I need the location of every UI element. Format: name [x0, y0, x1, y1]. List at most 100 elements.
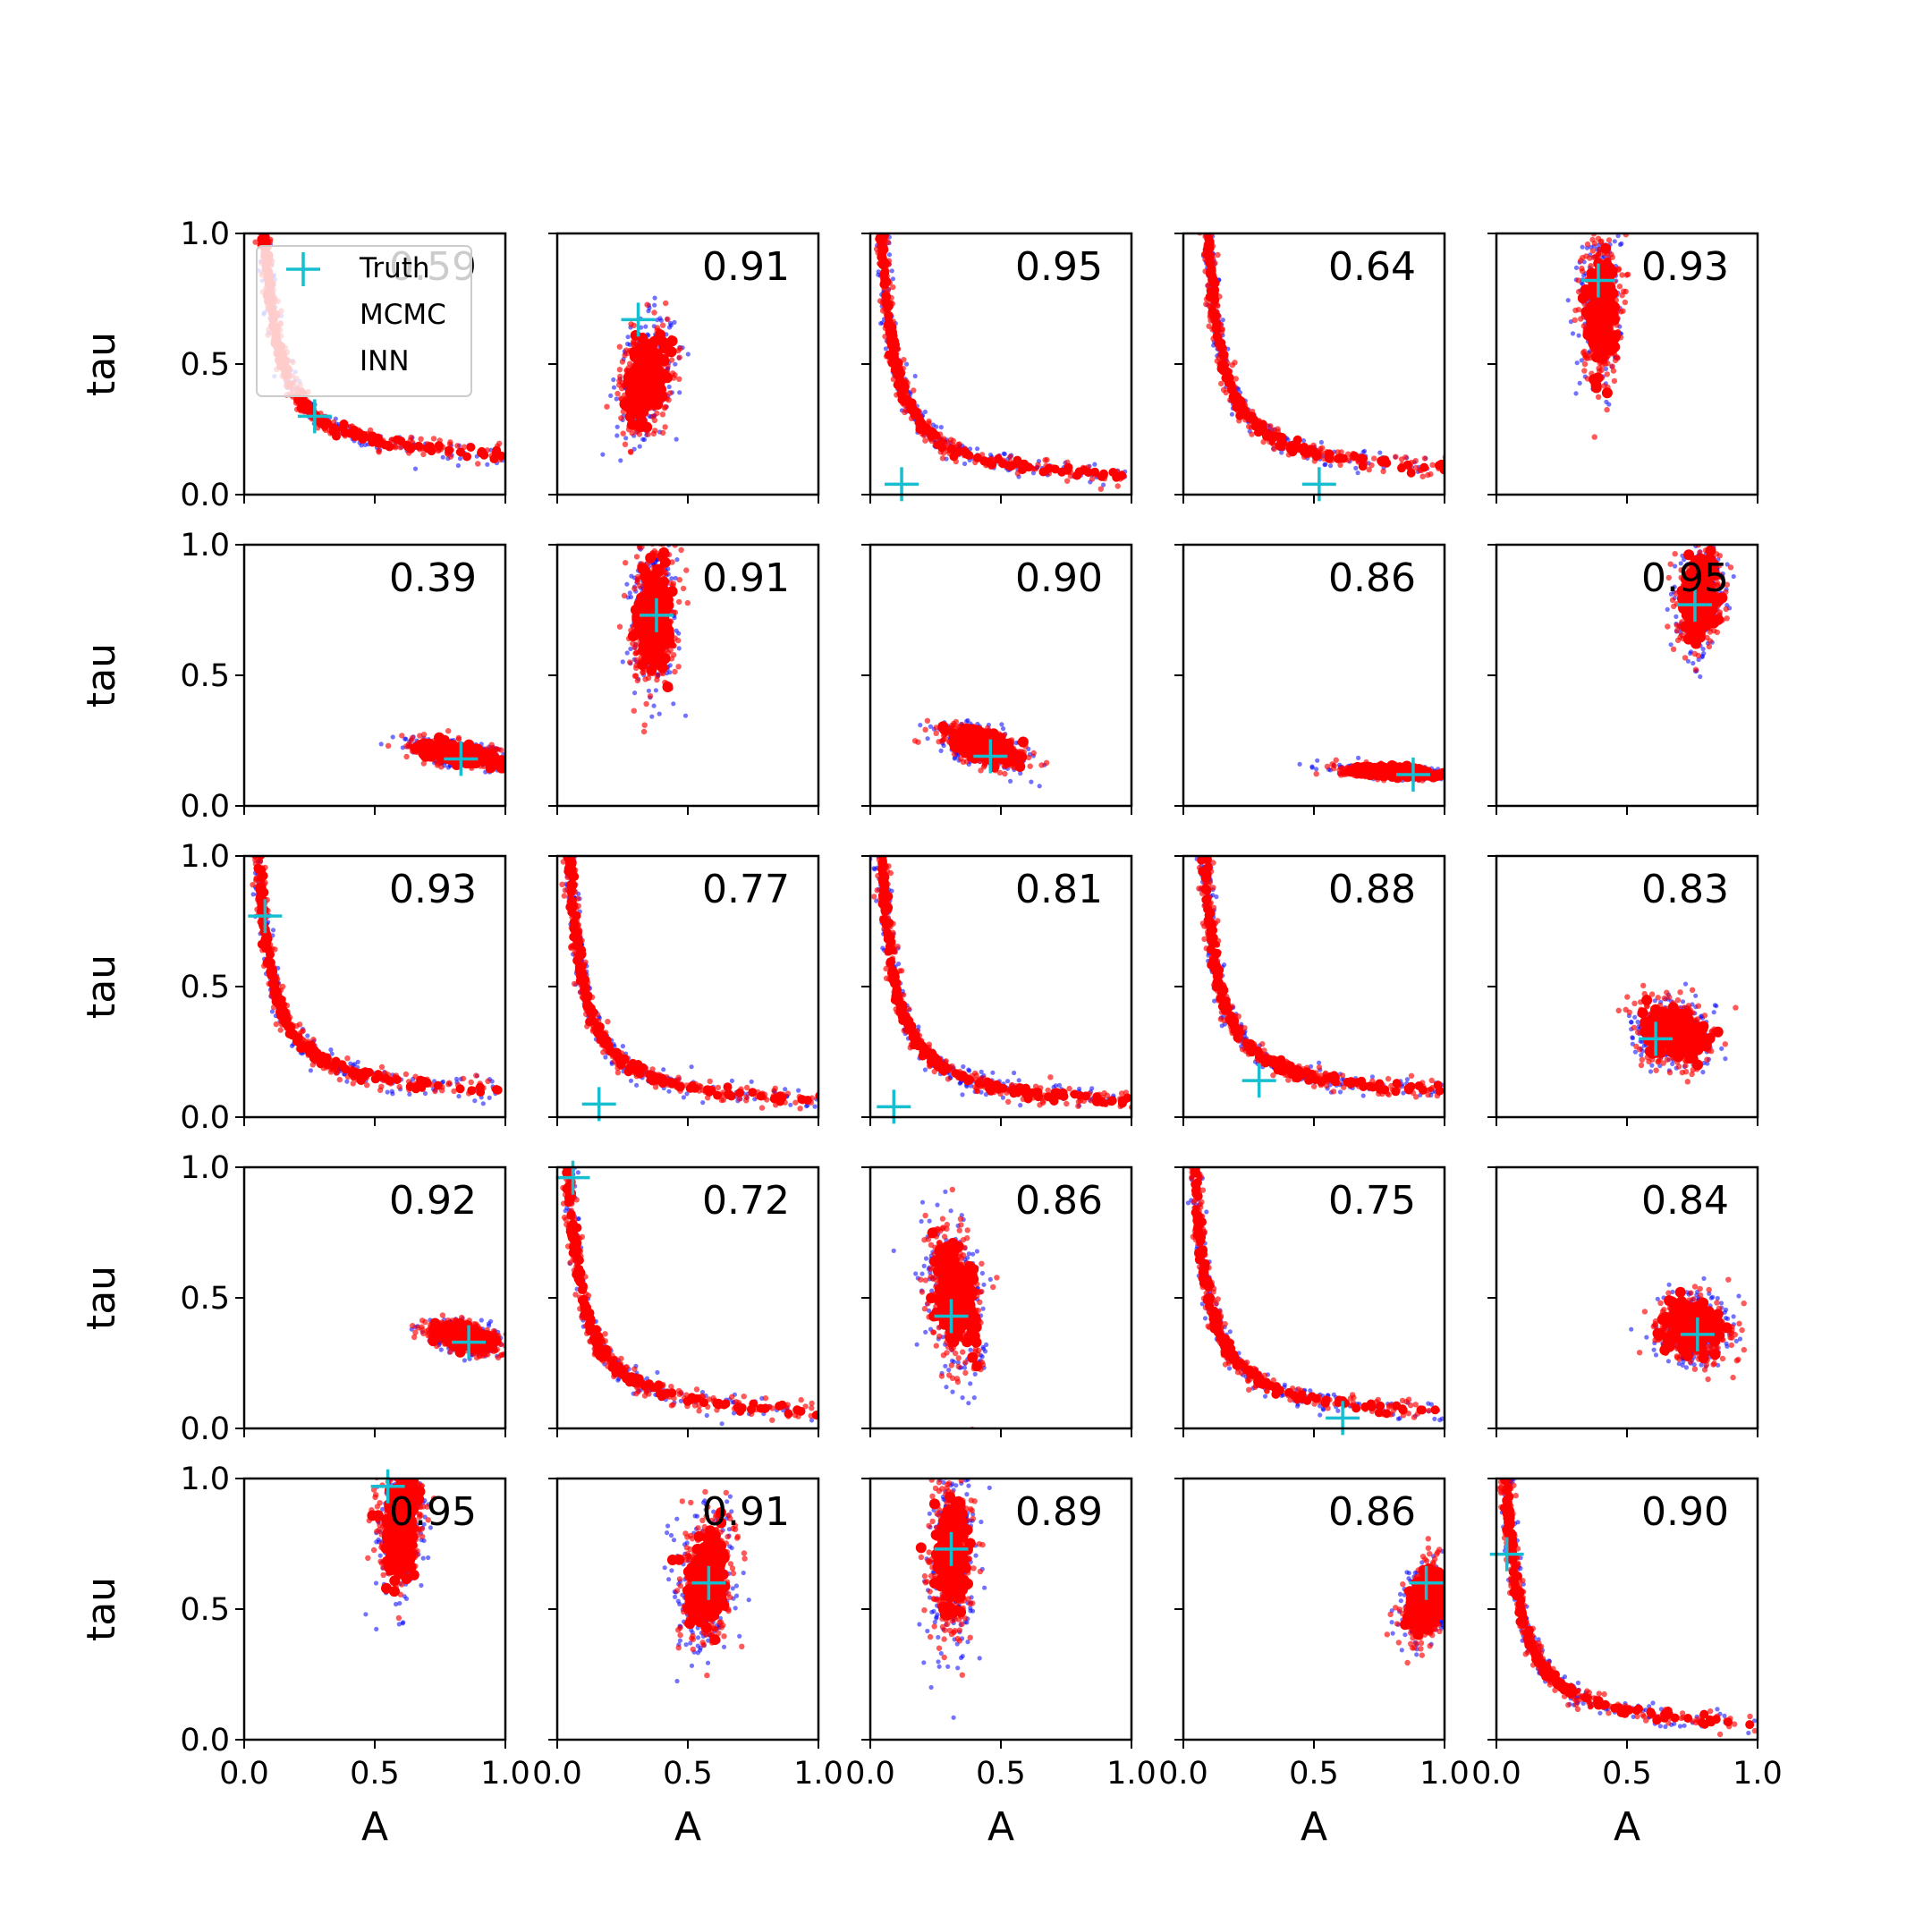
scatter-point — [873, 84, 882, 93]
scatter-point — [1199, 148, 1208, 157]
scatter-point — [875, 109, 880, 114]
scatter-point — [1208, 195, 1212, 199]
scatter-point — [251, 91, 257, 97]
scatter-point — [1204, 162, 1213, 171]
scatter-point — [254, 101, 263, 110]
scatter-point — [253, 123, 262, 132]
scatter-point — [256, 167, 265, 176]
scatter-point — [258, 164, 267, 173]
scatter-point — [1203, 209, 1208, 215]
scatter-point — [254, 199, 259, 205]
scatter-point — [872, 105, 877, 110]
truth-marker — [885, 467, 919, 501]
scatter-point — [257, 63, 262, 68]
scatter-point — [876, 99, 880, 104]
scatter-point — [1199, 76, 1204, 80]
scatter-point — [875, 81, 880, 87]
scatter-point — [258, 78, 264, 83]
scatter-point — [877, 131, 882, 136]
scatter-point — [251, 72, 257, 77]
scatter-point — [1202, 108, 1208, 114]
scatter-point — [871, 97, 877, 103]
scatter-point — [255, 97, 260, 103]
scatter-point — [257, 61, 261, 65]
scatter-point — [875, 99, 879, 104]
scatter-point — [880, 168, 886, 174]
scatter-point — [1271, 432, 1280, 441]
scatter-point — [254, 92, 259, 97]
scatter-point — [1200, 70, 1206, 75]
scatter-point — [258, 87, 263, 92]
scatter-point — [1203, 83, 1208, 89]
scatter-point — [1200, 103, 1205, 107]
scatter-point — [878, 183, 884, 189]
scatter-point — [877, 95, 881, 99]
scatter-point — [1582, 361, 1588, 367]
scatter-point — [611, 377, 615, 382]
scatter-point — [954, 447, 963, 456]
scatter-point — [340, 419, 349, 428]
scatter-point — [869, 135, 878, 144]
scatter-point — [939, 425, 944, 429]
scatter-point — [257, 167, 266, 176]
scatter-point — [890, 268, 894, 273]
scatter-point — [1197, 115, 1206, 124]
scatter-point — [877, 181, 882, 186]
scatter-point — [1619, 211, 1623, 216]
scatter-point — [256, 112, 261, 117]
scatter-point — [262, 176, 267, 181]
scatter-point — [260, 62, 266, 67]
scatter-point — [262, 202, 267, 207]
scatter-point — [1199, 138, 1208, 147]
scatter-point — [257, 89, 261, 94]
scatter-point — [1200, 97, 1206, 102]
scatter-point — [1613, 239, 1617, 243]
scatter-point — [1203, 181, 1208, 186]
scatter-point — [1200, 102, 1206, 107]
scatter-point — [1201, 182, 1206, 186]
scatter-point — [1203, 184, 1208, 190]
scatter-point — [1197, 85, 1206, 94]
scatter-point — [887, 252, 892, 257]
scatter-point — [1419, 474, 1425, 479]
scatter-point — [878, 168, 883, 173]
scatter-point — [672, 372, 677, 377]
scatter-point — [255, 64, 264, 72]
scatter-point — [875, 84, 880, 89]
scatter-point — [881, 124, 886, 129]
scatter-point — [870, 125, 876, 131]
truth-marker — [1302, 467, 1336, 501]
scatter-point — [622, 401, 632, 411]
scatter-point — [877, 194, 882, 199]
scatter-point — [258, 112, 264, 117]
scatter-point — [604, 404, 609, 410]
scatter-point — [1199, 79, 1208, 88]
scatter-point — [1203, 84, 1208, 89]
scatter-point — [873, 90, 882, 99]
scatter-point — [876, 113, 880, 117]
scatter-point — [1313, 451, 1322, 460]
scatter-point — [1249, 431, 1254, 436]
scatter-point — [673, 362, 677, 367]
scatter-point — [254, 120, 263, 129]
scatter-point — [1204, 213, 1209, 218]
scatter-point — [520, 451, 525, 456]
scatter-point — [874, 133, 879, 139]
scatter-point — [256, 224, 261, 229]
scatter-point — [1596, 251, 1601, 257]
scatter-point — [258, 181, 267, 190]
scatter-point — [669, 357, 674, 362]
scatter-point — [876, 131, 881, 136]
scatter-point — [999, 459, 1008, 468]
scatter-point — [870, 90, 879, 99]
scatter-point — [257, 142, 266, 151]
scatter-point — [1206, 89, 1211, 95]
scatter-point — [876, 102, 881, 107]
scatter-point — [260, 92, 265, 97]
scatter-point — [1197, 104, 1202, 109]
scatter-point — [872, 160, 877, 165]
scatter-point — [1201, 137, 1207, 142]
scatter-point — [1204, 240, 1213, 249]
scatter-point — [1221, 387, 1226, 393]
scatter-point — [877, 242, 886, 250]
